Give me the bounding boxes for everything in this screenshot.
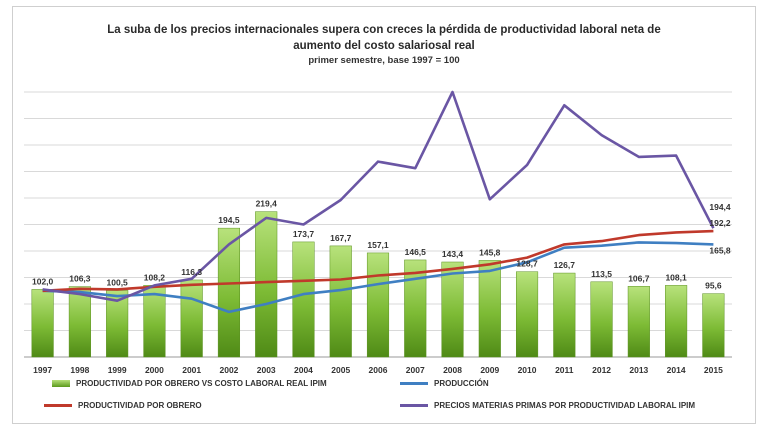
x-tick-label: 2003: [257, 365, 276, 375]
x-tick-label: 2010: [518, 365, 537, 375]
bar-data-label: 157,1: [367, 240, 389, 250]
bar-2009: [478, 260, 501, 358]
line-end-label: 194,4: [709, 202, 731, 212]
bar-data-label: 126,7: [554, 260, 576, 270]
bar-2014: [665, 285, 688, 358]
bar-2012: [590, 281, 613, 358]
bar-2010: [515, 271, 539, 358]
legend-swatch-produccion: [400, 382, 428, 385]
legend-item-produccion: PRODUCCIÓN: [400, 379, 489, 388]
bar-2004: [292, 241, 315, 358]
x-tick-label: 2005: [331, 365, 350, 375]
chart-subtitle: primer semestre, base 1997 = 100: [308, 55, 460, 66]
legend-swatch-precios: [400, 404, 428, 407]
legend-label-precios: PRECIOS MATERIAS PRIMAS POR PRODUCTIVIDA…: [434, 401, 696, 410]
x-tick-label: 1997: [33, 365, 52, 375]
x-tick-label: 2004: [294, 365, 313, 375]
x-tick-label: 2001: [182, 365, 201, 375]
x-tick-label: 2011: [555, 365, 574, 375]
line-series-2: [42, 90, 715, 303]
bar-2013: [627, 286, 650, 358]
bar-1997: [31, 289, 54, 358]
bar-data-label: 106,3: [69, 274, 91, 284]
bar-2011: [553, 272, 576, 358]
legend-label-produccion: PRODUCCIÓN: [434, 379, 489, 388]
bar-1998: [68, 286, 91, 358]
x-tick-label: 2006: [369, 365, 388, 375]
x-tick-label: 1999: [108, 365, 127, 375]
bar-2003: [255, 211, 278, 358]
bar-2006: [366, 252, 390, 358]
x-tick-label: 2014: [667, 365, 686, 375]
line-series-0: [42, 241, 714, 314]
bar-data-label: 108,1: [665, 272, 687, 282]
chart-title-line-2: aumento del costo salariosal real: [293, 40, 475, 52]
x-tick-label: 2013: [629, 365, 648, 375]
bar-2005: [329, 245, 352, 358]
bar-data-label: 108,2: [144, 272, 166, 282]
chart-title-line-1: La suba de los precios internacionales s…: [107, 24, 661, 36]
bar-data-label: 95,6: [705, 281, 722, 291]
chart-title: La suba de los precios internacionales s…: [0, 22, 768, 54]
bar-data-label: 219,4: [256, 199, 278, 209]
legend-label-bar: PRODUCTIVIDAD POR OBRERO VS COSTO LABORA…: [76, 379, 327, 388]
bar-2007: [404, 259, 427, 358]
legend-swatch-bar: [52, 380, 70, 387]
bar-2002: [217, 227, 241, 358]
bar-data-label: 100,5: [107, 277, 129, 287]
bar-2001: [180, 279, 203, 358]
bar-2015: [702, 293, 725, 358]
legend-item-precios: PRECIOS MATERIAS PRIMAS POR PRODUCTIVIDA…: [400, 401, 695, 410]
bar-data-label: 194,5: [218, 215, 240, 225]
x-tick-label: 2008: [443, 365, 462, 375]
x-tick-label: 2012: [592, 365, 611, 375]
legend-item-productividad: PRODUCTIVIDAD POR OBRERO: [44, 401, 202, 410]
line-end-label: 165,8: [709, 245, 731, 255]
bar-data-label: 116,3: [181, 267, 202, 277]
x-tick-label: 2015: [704, 365, 723, 375]
x-tick-label: 2009: [480, 365, 499, 375]
bar-data-label: 146,5: [405, 247, 427, 257]
bar-2008: [441, 261, 464, 358]
bar-data-label: 167,7: [330, 233, 352, 243]
line-end-label: 192,2: [709, 218, 731, 228]
x-tick-label: 2000: [145, 365, 164, 375]
x-tick-label: 2007: [406, 365, 425, 375]
legend-swatch-productividad: [44, 404, 72, 407]
bar-data-label: 173,7: [293, 229, 315, 239]
bar-data-label: 145,8: [479, 247, 501, 257]
bar-data-label: 128,7: [516, 259, 538, 269]
x-tick-label: 1998: [70, 365, 89, 375]
legend-label-productividad: PRODUCTIVIDAD POR OBRERO: [78, 401, 202, 410]
bar-data-label: 106,7: [628, 273, 650, 283]
bar-data-label: 102,0: [32, 276, 54, 286]
bar-data-label: 143,4: [442, 249, 464, 259]
bar-data-label: 113,5: [591, 269, 612, 279]
x-tick-label: 2002: [219, 365, 238, 375]
legend-item-bar: PRODUCTIVIDAD POR OBRERO VS COSTO LABORA…: [52, 379, 327, 388]
